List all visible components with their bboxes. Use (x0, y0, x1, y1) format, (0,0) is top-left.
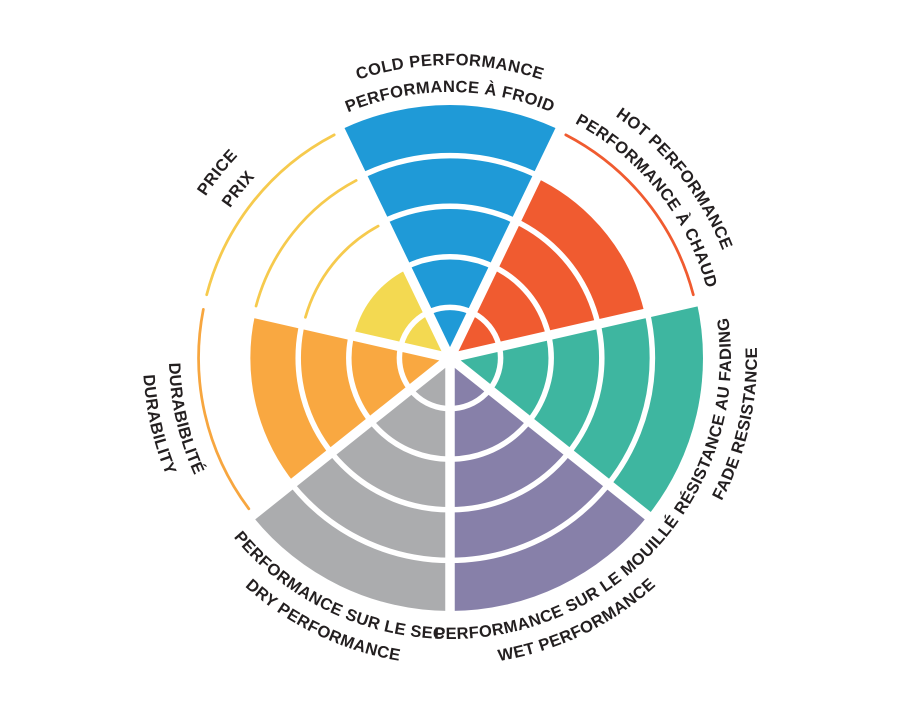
level-outline-price-4 (254, 179, 358, 308)
level-outline-hot-5 (564, 133, 695, 297)
level-outline-price-5 (205, 133, 336, 297)
sector-dividers (197, 123, 703, 616)
sector-wedges (247, 104, 704, 611)
sector-divider (447, 354, 655, 523)
wedge-cold (340, 104, 560, 358)
sector-divider (445, 123, 567, 361)
wedge-fade (450, 301, 704, 516)
sector-divider (245, 354, 453, 523)
label-hot-en: HOT PERFORMANCE (613, 105, 736, 253)
level-outline-price-3 (304, 224, 380, 319)
level-outline-durability-5 (197, 308, 251, 511)
sector-divider (333, 123, 455, 361)
wedge-wet (450, 358, 648, 611)
wedge-dry (252, 358, 450, 611)
unfilled-level-arcs (197, 133, 695, 511)
sector-divider (197, 295, 452, 363)
sector-divider (448, 295, 703, 363)
